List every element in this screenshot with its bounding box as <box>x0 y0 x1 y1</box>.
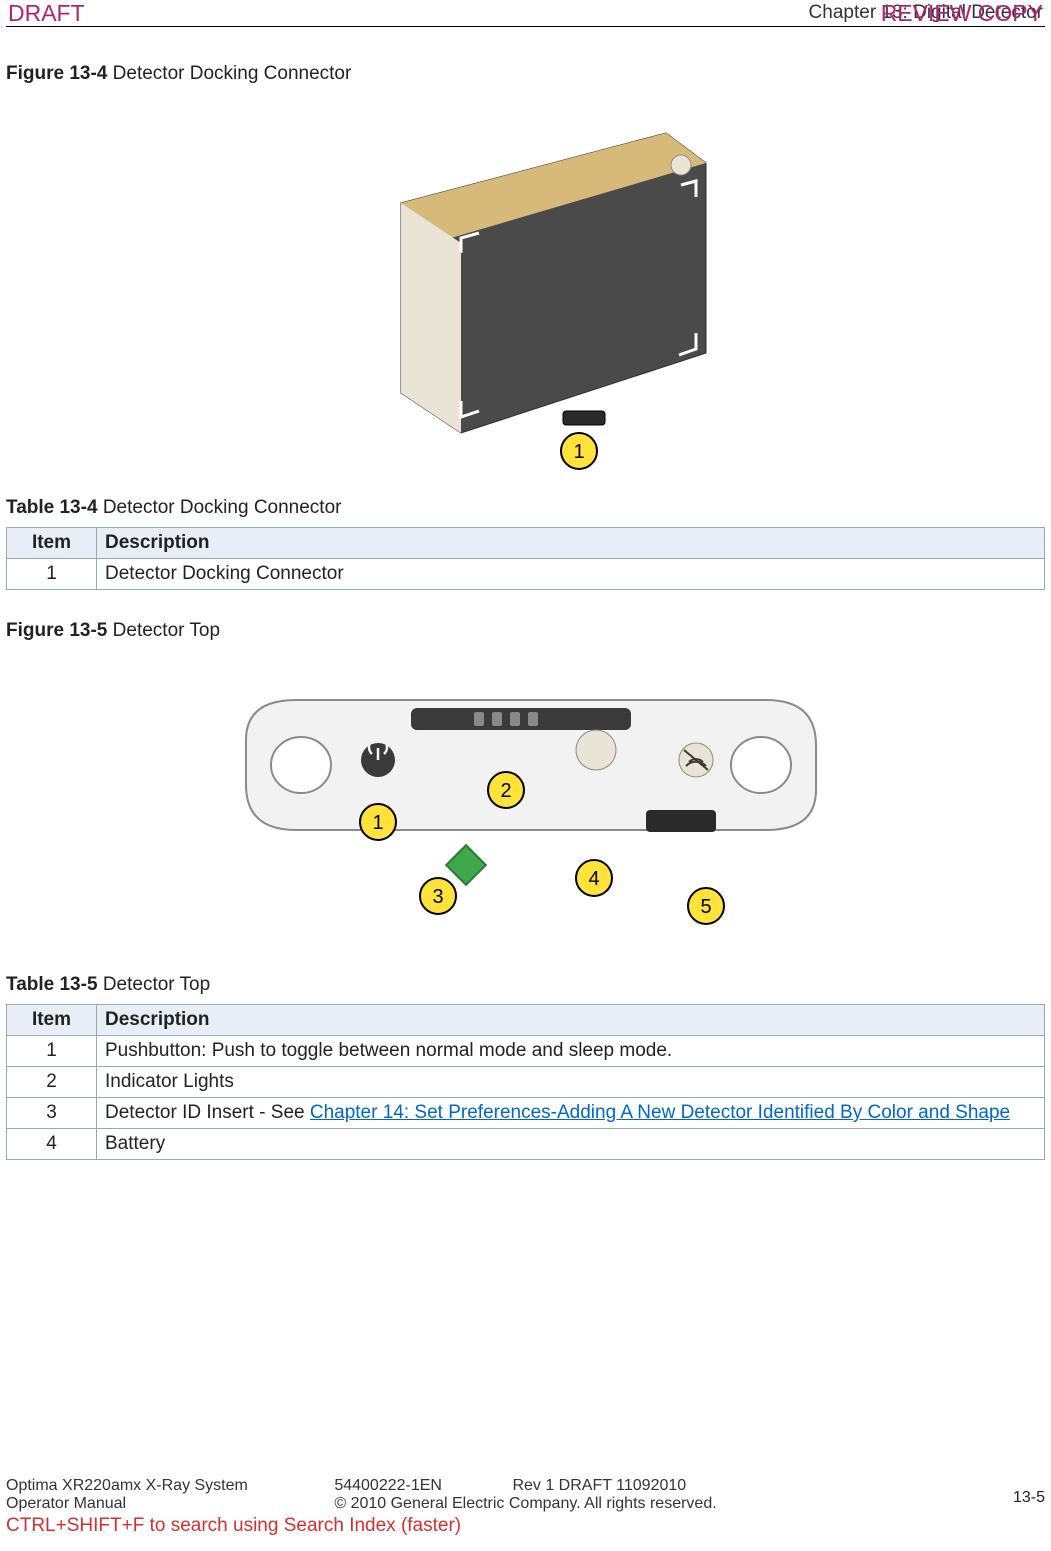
table1-r0-item: 1 <box>7 559 97 590</box>
table-row: 3 Detector ID Insert - See Chapter 14: S… <box>7 1098 1045 1129</box>
table2-col-description: Description <box>97 1005 1045 1036</box>
page-content: Figure 13-4 Detector Docking Connector <box>0 63 1051 1160</box>
table1-r0-desc: Detector Docking Connector <box>97 559 1045 590</box>
figure1-title: Detector Docking Connector <box>113 63 352 84</box>
table2-r3-item: 4 <box>7 1129 97 1160</box>
table2-col-item: Item <box>7 1005 97 1036</box>
footer-rev: Rev 1 DRAFT 11092010 <box>512 1477 716 1495</box>
figure2-title: Detector Top <box>113 620 220 641</box>
footer-product: Optima XR220amx X-Ray System <box>6 1477 294 1495</box>
figure2-caption: Figure 13-5 Detector Top <box>6 620 1045 642</box>
table2-r1-item: 2 <box>7 1067 97 1098</box>
footer-docnum: 54400222-1EN <box>334 1477 472 1495</box>
table-row: 2 Indicator Lights <box>7 1067 1045 1098</box>
footer-copyright: © 2010 General Electric Company. All rig… <box>334 1495 716 1513</box>
table2-r2-item: 3 <box>7 1098 97 1129</box>
table2-caption: Table 13-5 Detector Top <box>6 974 1045 996</box>
table2-r0-desc: Pushbutton: Push to toggle between norma… <box>97 1036 1045 1067</box>
figure1-image: 1 <box>6 93 1045 473</box>
table1-col-item: Item <box>7 528 97 559</box>
table1-label: Table 13-4 <box>6 497 98 518</box>
figure1-caption: Figure 13-4 Detector Docking Connector <box>6 63 1045 85</box>
table2-title: Detector Top <box>103 974 210 995</box>
table2-r0-item: 1 <box>7 1036 97 1067</box>
figure2-image: 1 2 3 4 5 <box>6 650 1045 950</box>
table2-r2-pre: Detector ID Insert - See <box>105 1102 310 1123</box>
xref-chapter-14[interactable]: Chapter 14: Set Preferences-Adding A New… <box>310 1102 1010 1123</box>
table1-caption: Table 13-4 Detector Docking Connector <box>6 497 1045 519</box>
table-row: 1 Pushbutton: Push to toggle between nor… <box>7 1036 1045 1067</box>
table2-label: Table 13-5 <box>6 974 98 995</box>
table2-r2-desc: Detector ID Insert - See Chapter 14: Set… <box>97 1098 1045 1129</box>
page-footer: Optima XR220amx X-Ray System 54400222-1E… <box>6 1477 1045 1537</box>
table1-title: Detector Docking Connector <box>103 497 342 518</box>
table2-r1-desc: Indicator Lights <box>97 1067 1045 1098</box>
draft-watermark: DRAFT <box>8 0 85 27</box>
table-row: 4 Battery <box>7 1129 1045 1160</box>
figure2-callout-5: 5 <box>700 896 711 918</box>
table2-r3-desc: Battery <box>97 1129 1045 1160</box>
figure2-label: Figure 13-5 <box>6 620 107 641</box>
figure2-callout-4: 4 <box>588 868 599 890</box>
table1-col-description: Description <box>97 528 1045 559</box>
header-right: Chapter 13: Digital Detector REVIEW COPY <box>809 2 1043 24</box>
figure1-callout-1: 1 <box>573 441 584 463</box>
figure1-label: Figure 13-4 <box>6 63 107 84</box>
figure2-callout-1: 1 <box>372 812 383 834</box>
page-header: DRAFT Chapter 13: Digital Detector REVIE… <box>0 0 1051 26</box>
footer-manual: Operator Manual <box>6 1495 294 1513</box>
review-copy-watermark: REVIEW COPY <box>881 0 1043 27</box>
search-hint: CTRL+SHIFT+F to search using Search Inde… <box>6 1515 1045 1537</box>
figure2-callout-3: 3 <box>432 886 443 908</box>
table1: Item Description 1 Detector Docking Conn… <box>6 527 1045 590</box>
table-row: 1 Detector Docking Connector <box>7 559 1045 590</box>
table2: Item Description 1 Pushbutton: Push to t… <box>6 1004 1045 1160</box>
figure2-callout-2: 2 <box>500 780 511 802</box>
